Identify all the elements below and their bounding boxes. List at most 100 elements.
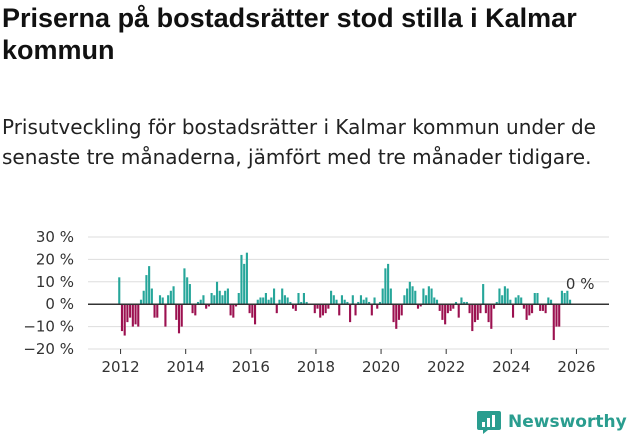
data-bar (294, 304, 297, 311)
data-bar (479, 304, 482, 314)
x-tick-label: 2012 (101, 358, 139, 372)
data-bar (438, 304, 441, 311)
newsworthy-icon (477, 411, 501, 434)
x-tick-label: 2022 (427, 358, 465, 372)
data-bar (264, 293, 267, 305)
data-bar (148, 266, 151, 305)
x-tick-label: 2020 (362, 358, 400, 372)
data-bar (153, 304, 156, 318)
data-bar (251, 304, 254, 318)
data-bar (243, 263, 246, 305)
data-bar (120, 304, 124, 332)
data-bar (188, 284, 191, 305)
data-bar (560, 290, 563, 305)
data-bar (126, 304, 129, 323)
data-bar (338, 304, 341, 316)
data-bar (248, 304, 251, 314)
data-bar (449, 304, 452, 311)
data-bar (349, 304, 352, 323)
data-bar (180, 304, 183, 327)
data-bar (509, 299, 512, 305)
data-bar (232, 304, 235, 318)
data-bar (465, 301, 468, 305)
x-tick-label: 2018 (297, 358, 335, 372)
data-bar (492, 304, 496, 309)
data-bar (487, 304, 490, 323)
data-bar (362, 299, 365, 305)
data-bar (384, 268, 387, 305)
data-bar (430, 288, 433, 305)
data-bar (506, 288, 509, 305)
data-bar (224, 290, 227, 305)
data-bar (272, 288, 276, 305)
data-bar (327, 304, 330, 309)
data-bar (196, 301, 200, 305)
data-bar (549, 299, 553, 305)
data-bar (501, 295, 504, 305)
data-bar (175, 304, 178, 320)
x-tick-label: 2026 (557, 358, 595, 372)
y-tick-label: 30 % (36, 228, 74, 246)
data-bar (520, 297, 523, 305)
data-bar (387, 263, 390, 305)
grid-lines (88, 236, 609, 350)
data-bar (156, 304, 159, 318)
data-bar (305, 301, 308, 305)
data-bar (278, 299, 281, 305)
data-bar (457, 304, 460, 318)
data-bar (544, 304, 547, 314)
data-bar (319, 304, 322, 318)
data-bar (207, 304, 210, 307)
data-bar (411, 286, 414, 305)
data-bar (444, 304, 447, 325)
data-bar (555, 304, 558, 327)
y-tick-label: −10 % (23, 318, 74, 336)
data-bar (378, 301, 382, 305)
data-bar (177, 304, 181, 334)
data-bar (427, 286, 430, 305)
data-bar (210, 293, 213, 305)
data-bar (129, 304, 132, 318)
last-value-label: 0 % (566, 275, 595, 293)
data-bar (289, 301, 292, 305)
data-bar (471, 304, 474, 332)
data-bar (283, 295, 286, 305)
data-bar (368, 301, 371, 305)
data-bar (172, 286, 175, 305)
x-axis: 2012 2014 2016 2018 2020 2022 2024 2026 (101, 349, 596, 372)
data-bar (403, 295, 406, 305)
data-bar (229, 304, 232, 316)
data-bar (351, 295, 354, 305)
data-bar (139, 299, 143, 305)
y-tick-label: −20 % (23, 340, 74, 358)
data-bar (566, 290, 569, 305)
data-bar (194, 304, 197, 316)
data-bar (237, 293, 240, 305)
data-bar (213, 295, 216, 305)
data-bar (389, 288, 392, 305)
y-tick-label: 20 % (36, 250, 74, 268)
data-bar (158, 295, 162, 305)
data-bar (425, 295, 428, 305)
data-bar (253, 304, 257, 325)
data-bar (324, 304, 327, 314)
data-bar (270, 297, 273, 305)
data-bar (522, 304, 525, 309)
data-bar (359, 295, 363, 305)
data-bar (558, 304, 561, 327)
data-bar (490, 304, 493, 329)
data-bar (373, 297, 376, 305)
data-bar (419, 304, 422, 307)
data-bar (536, 293, 539, 305)
x-tick-label: 2016 (232, 358, 270, 372)
data-bar (525, 304, 528, 320)
data-bar (563, 293, 566, 305)
data-bar (530, 304, 534, 314)
data-bar (400, 304, 403, 316)
data-bar (495, 301, 498, 305)
data-bar (259, 297, 262, 305)
bars (118, 252, 572, 341)
data-bar (302, 293, 305, 305)
data-bar (446, 304, 449, 314)
data-bar (406, 288, 409, 305)
